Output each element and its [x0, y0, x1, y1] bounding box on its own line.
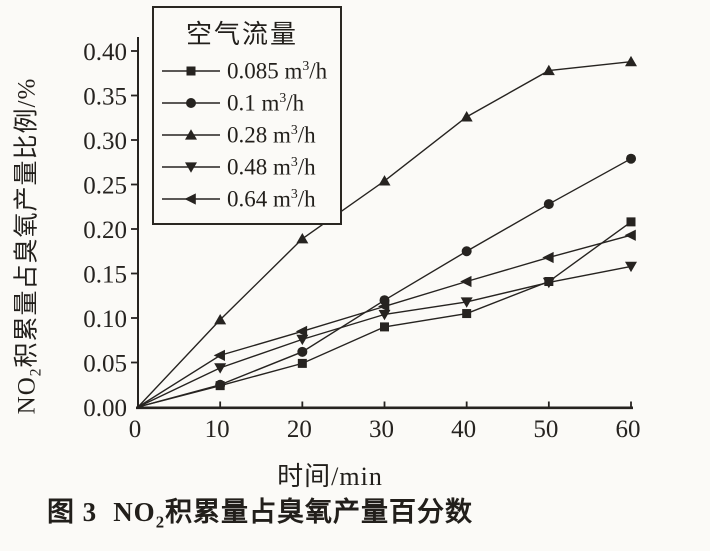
y-tick-label: 0.20	[83, 217, 127, 244]
marker-triangle-down-icon	[460, 297, 473, 308]
figure-number: 图 3	[46, 497, 98, 527]
marker-square-icon	[186, 66, 196, 76]
marker-circle-icon	[186, 98, 196, 108]
legend-item: 0.1 m3/h	[154, 87, 340, 119]
marker-triangle-left-icon	[295, 325, 308, 337]
y-tick-label: 0.30	[83, 128, 127, 155]
y-axis-label-text: 积累量占臭氧产量比例/%	[13, 77, 41, 368]
x-tick-label: 0	[129, 416, 142, 443]
legend-swatch	[162, 193, 220, 205]
y-tick-label: 0.35	[83, 84, 127, 111]
marker-triangle-up-icon	[214, 313, 227, 325]
marker-square-icon	[626, 217, 636, 227]
series-0.48	[137, 261, 638, 408]
legend: 空气流量 0.085 m3/h 0.1 m3/h 0.28 m3/h 0.48 m3/…	[152, 6, 342, 225]
y-tick-label: 0.05	[83, 351, 127, 378]
marker-triangle-left-icon	[184, 193, 196, 205]
marker-square-icon	[380, 322, 390, 332]
x-tick-label: 20	[287, 416, 312, 443]
marker-circle-icon	[626, 153, 637, 164]
x-tick-label: 30	[369, 416, 394, 443]
series-0.28	[137, 55, 638, 408]
marker-triangle-down-icon	[542, 277, 555, 289]
marker-triangle-down-icon	[185, 162, 197, 173]
figure-caption: 图 3 NO2积累量占臭氧产量百分数	[0, 490, 520, 532]
marker-circle-icon	[543, 199, 554, 210]
marker-triangle-left-icon	[378, 300, 390, 313]
y-tick-label: 0.10	[83, 306, 127, 333]
marker-triangle-left-icon	[624, 229, 636, 241]
legend-item-label: 0.1 m3/h	[227, 89, 305, 116]
legend-item: 0.64 m3/h	[154, 183, 340, 215]
legend-swatch	[162, 129, 220, 140]
y-tick-label: 0.15	[83, 262, 127, 289]
marker-triangle-down-icon	[296, 334, 309, 346]
series-0.64	[137, 229, 636, 408]
marker-triangle-down-icon	[214, 363, 227, 374]
marker-triangle-up-icon	[378, 175, 391, 186]
caption-chem: NO	[113, 497, 156, 527]
legend-item: 0.085 m3/h	[154, 55, 340, 87]
marker-triangle-up-icon	[625, 55, 638, 67]
legend-item: 0.48 m3/h	[154, 151, 340, 183]
marker-triangle-up-icon	[185, 129, 197, 140]
y-tick-label: 0.25	[83, 173, 127, 200]
legend-item: 0.28 m3/h	[154, 119, 340, 151]
marker-circle-icon	[215, 379, 226, 390]
legend-swatch	[162, 66, 220, 76]
caption-text: 积累量占臭氧产量百分数	[165, 497, 474, 527]
marker-triangle-down-icon	[625, 261, 638, 273]
marker-circle-icon	[461, 246, 472, 257]
caption-chem-sub: 2	[155, 512, 166, 532]
marker-square-icon	[297, 358, 307, 368]
series-line	[137, 234, 632, 408]
legend-title: 空气流量	[185, 20, 298, 49]
marker-triangle-left-icon	[542, 251, 554, 264]
x-tick-label: 50	[533, 416, 558, 443]
legend-item-label: 0.64 m3/h	[227, 185, 316, 212]
marker-triangle-left-icon	[213, 349, 225, 361]
marker-triangle-up-icon	[460, 111, 473, 122]
y-tick-label: 0.00	[83, 395, 127, 422]
legend-item-label: 0.28 m3/h	[227, 121, 316, 148]
marker-triangle-down-icon	[378, 309, 391, 321]
legend-item-label: 0.48 m3/h	[227, 153, 316, 180]
series-line	[137, 265, 632, 408]
marker-circle-icon	[297, 346, 308, 357]
marker-triangle-up-icon	[296, 232, 309, 244]
x-tick-label: 40	[451, 416, 476, 443]
legend-swatch	[162, 98, 220, 108]
series-0.1	[137, 153, 637, 408]
x-tick-label: 60	[616, 416, 641, 443]
marker-square-icon	[462, 309, 472, 319]
x-axis-label: 时间/min	[277, 462, 383, 491]
legend-items: 0.085 m3/h 0.1 m3/h 0.28 m3/h 0.48 m3/h 0.64…	[154, 55, 340, 215]
marker-triangle-up-icon	[542, 64, 555, 76]
y-axis-label-chem: NO	[13, 376, 41, 415]
x-tick-label: 10	[205, 416, 230, 443]
y-axis-label-chem-sub: 2	[27, 367, 45, 377]
legend-item-label: 0.085 m3/h	[227, 57, 328, 84]
marker-triangle-left-icon	[460, 275, 472, 288]
legend-swatch	[162, 162, 220, 173]
y-tick-label: 0.40	[83, 39, 127, 66]
